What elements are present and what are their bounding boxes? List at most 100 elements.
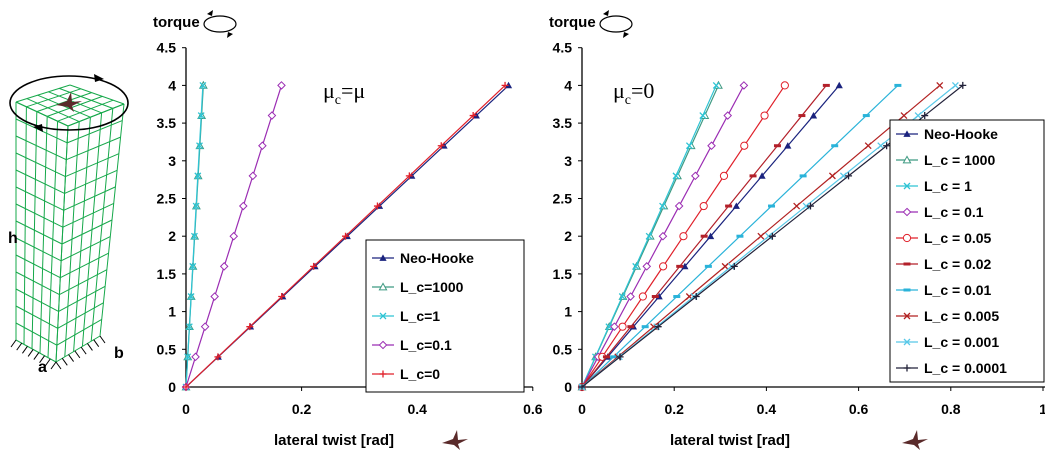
data-point [883,142,891,150]
data-point [721,262,729,270]
data-point [378,282,388,291]
mesh-line [56,318,102,346]
data-point [903,288,911,292]
data-point [903,364,911,372]
data-point [768,204,776,208]
data-point [828,172,836,180]
data-point [758,172,766,179]
y-tick-label: 1 [168,304,176,320]
data-point [189,262,197,270]
legend-label: L_c=0 [400,366,440,382]
mesh-line [15,135,67,161]
data-point [210,292,219,301]
x-tick-label: 0 [578,401,586,417]
data-point [903,312,911,320]
data-point [691,171,700,181]
data-point [185,323,193,331]
hatch-line [55,361,62,370]
data-point [626,292,635,301]
hatch-line [33,352,40,360]
twist-arrow-icon [207,10,233,38]
mesh-line [81,112,103,347]
data-point [641,325,649,329]
data-point [214,353,222,361]
data-point [903,262,911,266]
data-point [784,142,792,149]
data-point [831,144,839,148]
hatch-line [80,346,87,355]
y-tick-label: 4.5 [157,40,177,56]
data-point [845,172,853,180]
hatch-line [39,355,45,364]
mesh-line [55,125,69,363]
y-tick-label: 4 [168,77,176,93]
data-point [627,325,635,329]
annotation-mu-c-zero: μc=0 [613,78,654,108]
y-tick-label: 0 [564,379,572,395]
twist-ellipse-icon [203,15,237,33]
twist-arrow-icon [603,10,629,38]
mesh-line [73,117,91,352]
legend-label: L_c=1 [400,308,440,324]
mesh-line [15,84,71,103]
data-point [379,312,387,320]
specimen-drawing [9,74,129,370]
legend-label: L_c = 0.01 [924,282,992,298]
y-tick-label: 3 [564,153,572,169]
y-tick-label: 0.5 [553,341,573,357]
mesh-line [15,271,60,296]
data-point [902,233,912,243]
data-point [642,262,652,271]
hatch-line [93,339,100,348]
data-point [760,111,769,120]
legend-label: L_c = 1 [924,178,972,194]
data-point [578,383,586,391]
mesh-line [64,169,118,194]
data-point [676,264,684,268]
mesh-line [39,116,48,354]
data-point [725,204,733,208]
mesh-line [69,84,125,105]
data-point [469,112,477,120]
data-point [199,81,207,89]
x-tick-label: 0.4 [757,401,777,417]
data-point [501,81,509,89]
hatch-line [27,349,34,357]
data-point [806,202,814,210]
data-point [659,202,667,210]
x-tick-label: 1 [1039,401,1045,417]
twist-star-icon [442,430,468,450]
x-axis-label: lateral twist [rad] [670,432,790,449]
legend-label: L_c=0.1 [400,337,452,353]
data-point [799,174,807,178]
x-tick-label: 0.6 [849,401,869,417]
y-tick-label: 2.5 [553,191,573,207]
data-point [712,81,720,89]
mesh-line [15,203,64,228]
data-point [835,81,843,89]
y-tick-label: 4 [564,77,572,93]
data-point [651,295,659,299]
data-point [200,322,210,331]
data-point [699,201,708,211]
data-point [258,141,267,151]
hatch-line [87,343,93,351]
data-point [903,182,911,190]
data-point [248,171,258,181]
y-tick-label: 1.5 [553,266,573,282]
data-point [707,232,715,240]
data-point [798,114,806,118]
data-point [192,202,200,210]
mesh-line [64,121,80,357]
hatch-line [10,339,17,348]
data-point [658,231,668,241]
data-point [277,81,286,90]
mesh-line [47,95,103,117]
data-point [605,323,613,331]
data-point [730,262,738,270]
data-point [238,201,248,211]
mesh-line [15,339,57,363]
data-point [699,112,707,120]
data-point [739,81,749,90]
mesh-line [47,121,59,358]
